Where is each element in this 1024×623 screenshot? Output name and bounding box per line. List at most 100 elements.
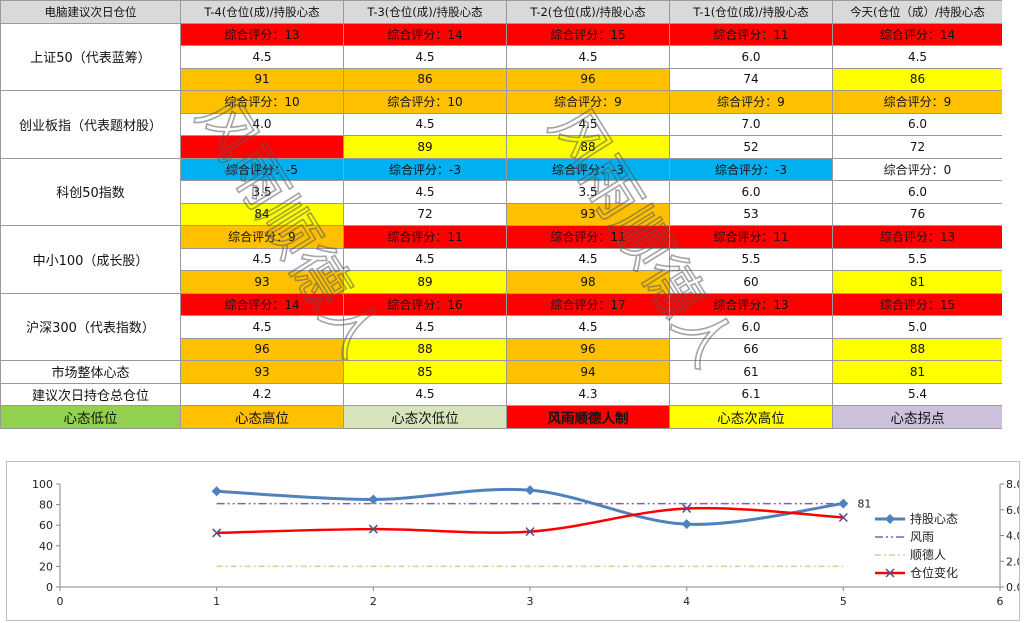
score-cell[interactable]: 综合评分：11 [343, 225, 507, 249]
position-cell[interactable]: 4.5 [506, 315, 670, 339]
sentiment-cell[interactable]: 52 [669, 135, 833, 159]
index-name[interactable]: 上证50（代表蓝筹） [0, 22, 181, 91]
position-cell[interactable]: 3.5 [506, 180, 670, 204]
suggested-position-cell[interactable]: 4.3 [506, 382, 670, 406]
position-cell[interactable]: 4.5 [506, 247, 670, 271]
sentiment-cell[interactable]: 93 [180, 270, 344, 294]
score-cell[interactable]: 综合评分：-3 [506, 157, 670, 181]
position-cell[interactable]: 4.5 [180, 315, 344, 339]
index-name[interactable]: 创业板指（代表题材股） [0, 90, 181, 159]
score-cell[interactable]: 综合评分：17 [506, 292, 670, 316]
header-cell[interactable]: T-4(仓位(成)/持股心态 [180, 0, 344, 24]
suggested-position-cell[interactable]: 6.1 [669, 382, 833, 406]
position-cell[interactable]: 4.5 [343, 45, 507, 69]
position-cell[interactable]: 4.5 [180, 45, 344, 69]
legend-bar-cell[interactable]: 心态高位 [180, 405, 344, 429]
legend-bar-cell[interactable]: 心态次低位 [343, 405, 507, 429]
score-cell[interactable]: 综合评分：13 [832, 225, 1003, 249]
position-cell[interactable]: 6.0 [669, 315, 833, 339]
market-sentiment-cell[interactable]: 85 [343, 360, 507, 384]
score-cell[interactable]: 综合评分：9 [669, 90, 833, 114]
header-cell[interactable]: 今天(仓位（成）/持股心态 [832, 0, 1003, 24]
sentiment-cell[interactable]: 72 [343, 202, 507, 226]
score-cell[interactable]: 综合评分：11 [669, 225, 833, 249]
sentiment-cell[interactable]: 86 [343, 67, 507, 91]
suggested-position-cell[interactable]: 4.2 [180, 382, 344, 406]
score-cell[interactable]: 综合评分：0 [832, 157, 1003, 181]
sentiment-cell[interactable]: 60 [669, 270, 833, 294]
position-cell[interactable]: 6.0 [669, 45, 833, 69]
score-cell[interactable]: 综合评分：16 [343, 292, 507, 316]
score-cell[interactable]: 综合评分：-5 [180, 157, 344, 181]
position-cell[interactable]: 4.5 [506, 45, 670, 69]
sentiment-cell[interactable]: 91 [180, 67, 344, 91]
suggested-position-cell[interactable]: 5.4 [832, 382, 1003, 406]
score-cell[interactable]: 综合评分：9 [832, 90, 1003, 114]
position-cell[interactable]: 4.5 [343, 247, 507, 271]
score-cell[interactable]: 综合评分：14 [180, 292, 344, 316]
sentiment-cell[interactable]: 72 [832, 135, 1003, 159]
position-cell[interactable]: 4.5 [343, 315, 507, 339]
sentiment-cell[interactable]: 98 [506, 270, 670, 294]
sentiment-cell[interactable]: 53 [669, 202, 833, 226]
sentiment-cell[interactable]: 86 [832, 67, 1003, 91]
sentiment-cell[interactable]: 88 [832, 337, 1003, 361]
header-cell[interactable]: T-2(仓位(成)/持股心态 [506, 0, 670, 24]
sentiment-cell[interactable]: 66 [669, 337, 833, 361]
suggested-position-label[interactable]: 建议次日持仓总仓位 [0, 382, 181, 406]
position-cell[interactable]: 5.0 [832, 315, 1003, 339]
header-cell[interactable]: T-1(仓位(成)/持股心态 [669, 0, 833, 24]
position-cell[interactable]: 4.5 [506, 112, 670, 136]
market-sentiment-cell[interactable]: 93 [180, 360, 344, 384]
score-cell[interactable]: 综合评分：11 [669, 22, 833, 46]
position-cell[interactable]: 6.0 [832, 112, 1003, 136]
index-name[interactable]: 科创50指数 [0, 157, 181, 226]
legend-bar-cell[interactable]: 风雨顺德人制 [506, 405, 670, 429]
sentiment-cell[interactable]: 89 [343, 270, 507, 294]
legend-bar-cell[interactable]: 心态低位 [0, 405, 181, 429]
market-sentiment-label[interactable]: 市场整体心态 [0, 360, 181, 384]
position-cell[interactable]: 7.0 [669, 112, 833, 136]
position-cell[interactable]: 4.5 [832, 45, 1003, 69]
score-cell[interactable]: 综合评分：14 [832, 22, 1003, 46]
score-cell[interactable]: 综合评分：9 [506, 90, 670, 114]
legend-bar-cell[interactable]: 心态次高位 [669, 405, 833, 429]
sentiment-cell[interactable]: 96 [180, 337, 344, 361]
position-cell[interactable]: 5.5 [832, 247, 1003, 271]
header-cell[interactable]: T-3(仓位(成)/持股心态 [343, 0, 507, 24]
sentiment-cell[interactable] [180, 135, 344, 159]
score-cell[interactable]: 综合评分：13 [669, 292, 833, 316]
score-cell[interactable]: 综合评分：10 [343, 90, 507, 114]
sentiment-cell[interactable]: 89 [343, 135, 507, 159]
score-cell[interactable]: 综合评分：9 [180, 225, 344, 249]
position-cell[interactable]: 4.0 [180, 112, 344, 136]
position-cell[interactable]: 3.5 [180, 180, 344, 204]
score-cell[interactable]: 综合评分：14 [343, 22, 507, 46]
sentiment-cell[interactable]: 81 [832, 270, 1003, 294]
position-cell[interactable]: 6.0 [832, 180, 1003, 204]
score-cell[interactable]: 综合评分：13 [180, 22, 344, 46]
score-cell[interactable]: 综合评分：15 [506, 22, 670, 46]
market-sentiment-cell[interactable]: 81 [832, 360, 1003, 384]
market-sentiment-cell[interactable]: 94 [506, 360, 670, 384]
sentiment-cell[interactable]: 88 [343, 337, 507, 361]
position-cell[interactable]: 6.0 [669, 180, 833, 204]
market-sentiment-cell[interactable]: 61 [669, 360, 833, 384]
suggested-position-cell[interactable]: 4.5 [343, 382, 507, 406]
sentiment-cell[interactable]: 88 [506, 135, 670, 159]
index-name[interactable]: 沪深300（代表指数） [0, 292, 181, 361]
sentiment-cell[interactable]: 74 [669, 67, 833, 91]
score-cell[interactable]: 综合评分：-3 [669, 157, 833, 181]
sentiment-cell[interactable]: 93 [506, 202, 670, 226]
score-cell[interactable]: 综合评分：10 [180, 90, 344, 114]
sentiment-cell[interactable]: 96 [506, 337, 670, 361]
header-corner[interactable]: 电脑建议次日仓位 [0, 0, 181, 24]
position-cell[interactable]: 5.5 [669, 247, 833, 271]
index-name[interactable]: 中小100（成长股） [0, 225, 181, 294]
legend-bar-cell[interactable]: 心态拐点 [832, 405, 1003, 429]
position-cell[interactable]: 4.5 [343, 180, 507, 204]
sentiment-cell[interactable]: 76 [832, 202, 1003, 226]
position-cell[interactable]: 4.5 [180, 247, 344, 271]
score-cell[interactable]: 综合评分：15 [832, 292, 1003, 316]
score-cell[interactable]: 综合评分：-3 [343, 157, 507, 181]
